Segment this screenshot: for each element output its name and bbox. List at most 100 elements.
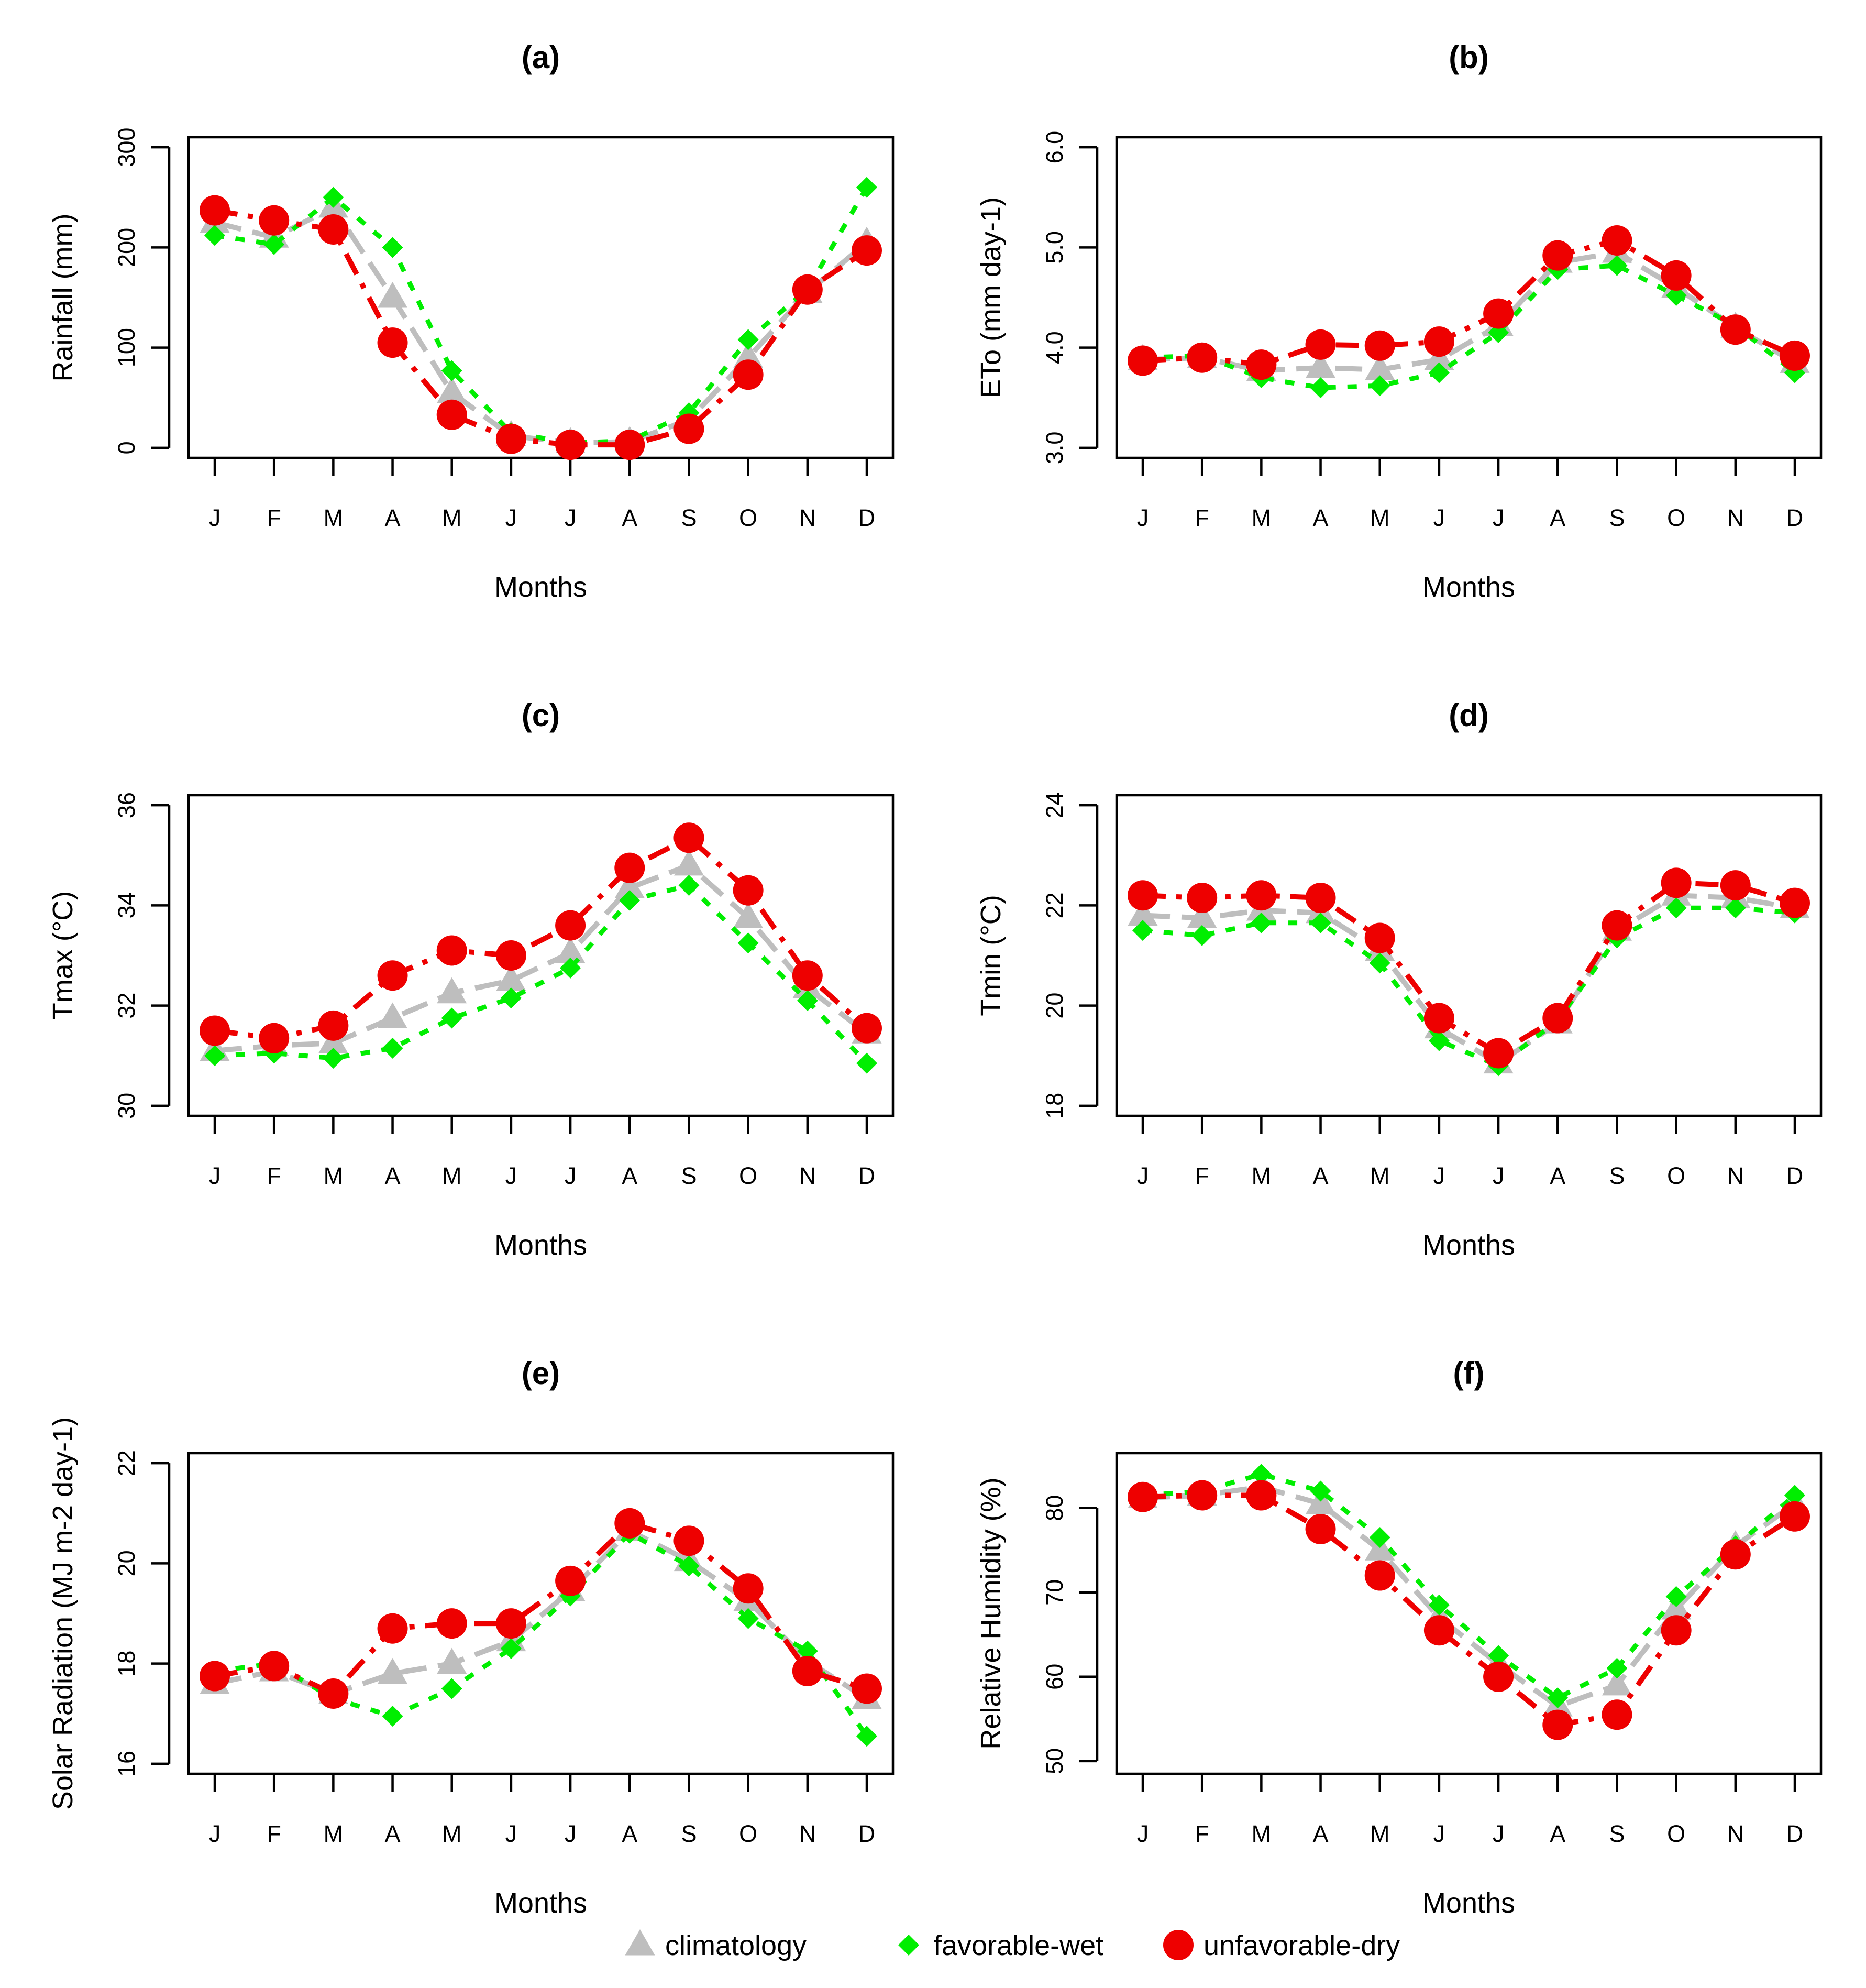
x-tick-label: M [1370,1162,1390,1189]
x-tick-label: A [1550,504,1565,531]
point-unfavorable-dry [673,413,704,444]
plot-frame [1115,136,1823,459]
series-line-climatology [1142,1484,1796,1709]
point-unfavorable-dry [852,1673,882,1704]
point-unfavorable-dry [1483,1661,1514,1692]
x-tick-label: J [1493,1162,1505,1189]
point-unfavorable-dry [1602,910,1632,941]
point-favorable-wet [1369,1527,1390,1548]
point-unfavorable-dry [792,960,823,991]
x-tick-label: D [1786,1820,1804,1847]
point-unfavorable-dry [1364,922,1395,953]
point-favorable-wet [1369,375,1390,397]
point-favorable-wet [797,1640,818,1662]
x-tick-label: A [1550,1820,1565,1847]
x-tick-label: S [681,1162,697,1189]
point-unfavorable-dry [1602,1699,1632,1730]
x-axis-label: Months [1422,572,1515,603]
series-line-climatology [1142,893,1795,1066]
point-favorable-wet [560,957,581,979]
point-unfavorable-dry [1246,880,1277,911]
point-unfavorable-dry [1780,887,1810,918]
panel-f: (f) J F M A M J J A S O N D Months 50 60 70 80 Relative Hu… [975,1356,1823,1919]
point-unfavorable-dry [1305,1513,1336,1544]
point-unfavorable-dry [733,875,764,906]
series-climatology [1128,880,1810,1074]
point-unfavorable-dry [1246,349,1277,380]
y-tick-label: 16 [113,1751,140,1777]
x-tick-label: O [1667,1162,1685,1189]
series-favorable-wet [204,177,877,454]
point-favorable-wet [1428,362,1450,383]
x-tick-label: M [324,1162,344,1189]
point-favorable-wet [1251,1464,1272,1485]
point-favorable-wet [382,1037,403,1059]
series-line-favorable-wet [1142,905,1795,1068]
point-unfavorable-dry [1364,330,1395,361]
y-tick-label: 22 [113,1450,140,1476]
x-tick-label: O [1667,504,1685,531]
point-unfavorable-dry [1483,1038,1514,1069]
point-favorable-wet [678,1555,700,1577]
point-favorable-wet [204,1045,225,1067]
point-climatology [378,1002,408,1029]
y-tick-label: 300 [113,128,140,167]
point-climatology [1306,352,1336,378]
y-tick-label: 18 [113,1651,140,1677]
x-tick-label: O [739,1162,757,1189]
point-climatology [437,1647,467,1674]
series-unfavorable-dry [200,195,882,460]
x-tick-label: J [505,1162,517,1189]
series-favorable-wet [1132,1464,1805,1709]
point-unfavorable-dry [1423,326,1454,357]
x-tick-label: F [267,1162,281,1189]
point-favorable-wet [1547,1687,1569,1709]
y-axis-label: Tmin (°C) [975,895,1007,1016]
point-climatology [1424,344,1454,370]
x-tick-label: A [1313,1162,1329,1189]
point-unfavorable-dry [318,214,349,245]
point-favorable-wet [500,1638,522,1659]
point-unfavorable-dry [1720,1539,1751,1570]
point-unfavorable-dry [733,359,764,390]
point-unfavorable-dry [1187,883,1218,914]
point-favorable-wet [441,1007,462,1029]
series-favorable-wet [204,875,877,1074]
y-tick-label: 24 [1041,792,1068,818]
y-tick-label: 22 [1041,892,1068,918]
point-favorable-wet [1665,285,1687,306]
x-axis-label: Months [494,1229,587,1261]
y-tick-label: 50 [1041,1748,1068,1774]
x-tick-label: N [799,1820,816,1847]
panel-e: (e) J F M A M J J A S O N D Months 16 18 20 22 Solar Radia… [47,1356,895,1919]
panel-title: (d) [1449,698,1489,733]
point-unfavorable-dry [614,430,645,460]
x-tick-label: D [1786,504,1804,531]
x-tick-label: A [1550,1162,1565,1189]
point-unfavorable-dry [1780,1501,1810,1532]
x-tick-label: M [1252,1820,1272,1847]
point-favorable-wet [204,225,225,246]
y-tick-label: 20 [113,1550,140,1576]
point-favorable-wet [1428,1030,1450,1051]
point-unfavorable-dry [1661,1615,1692,1646]
point-favorable-wet [1665,1586,1687,1607]
point-unfavorable-dry [1661,867,1692,898]
point-favorable-wet [856,1726,877,1747]
point-favorable-wet [1784,1485,1805,1506]
point-unfavorable-dry [1128,345,1158,376]
point-unfavorable-dry [436,399,467,430]
point-unfavorable-dry [1128,880,1158,911]
legend-label: unfavorable-dry [1203,1930,1400,1961]
plot-frame [187,1452,895,1775]
y-tick-label: 32 [113,993,140,1019]
x-tick-label: N [799,1162,816,1189]
x-tick-label: J [565,504,577,531]
point-unfavorable-dry [792,274,823,305]
point-unfavorable-dry [1423,1003,1454,1034]
series-line-favorable-wet [214,1531,869,1738]
x-tick-label: M [324,504,344,531]
y-axis-label: Solar Radiation (MJ m-2 day-1) [47,1417,79,1810]
y-tick-label: 30 [113,1093,140,1119]
